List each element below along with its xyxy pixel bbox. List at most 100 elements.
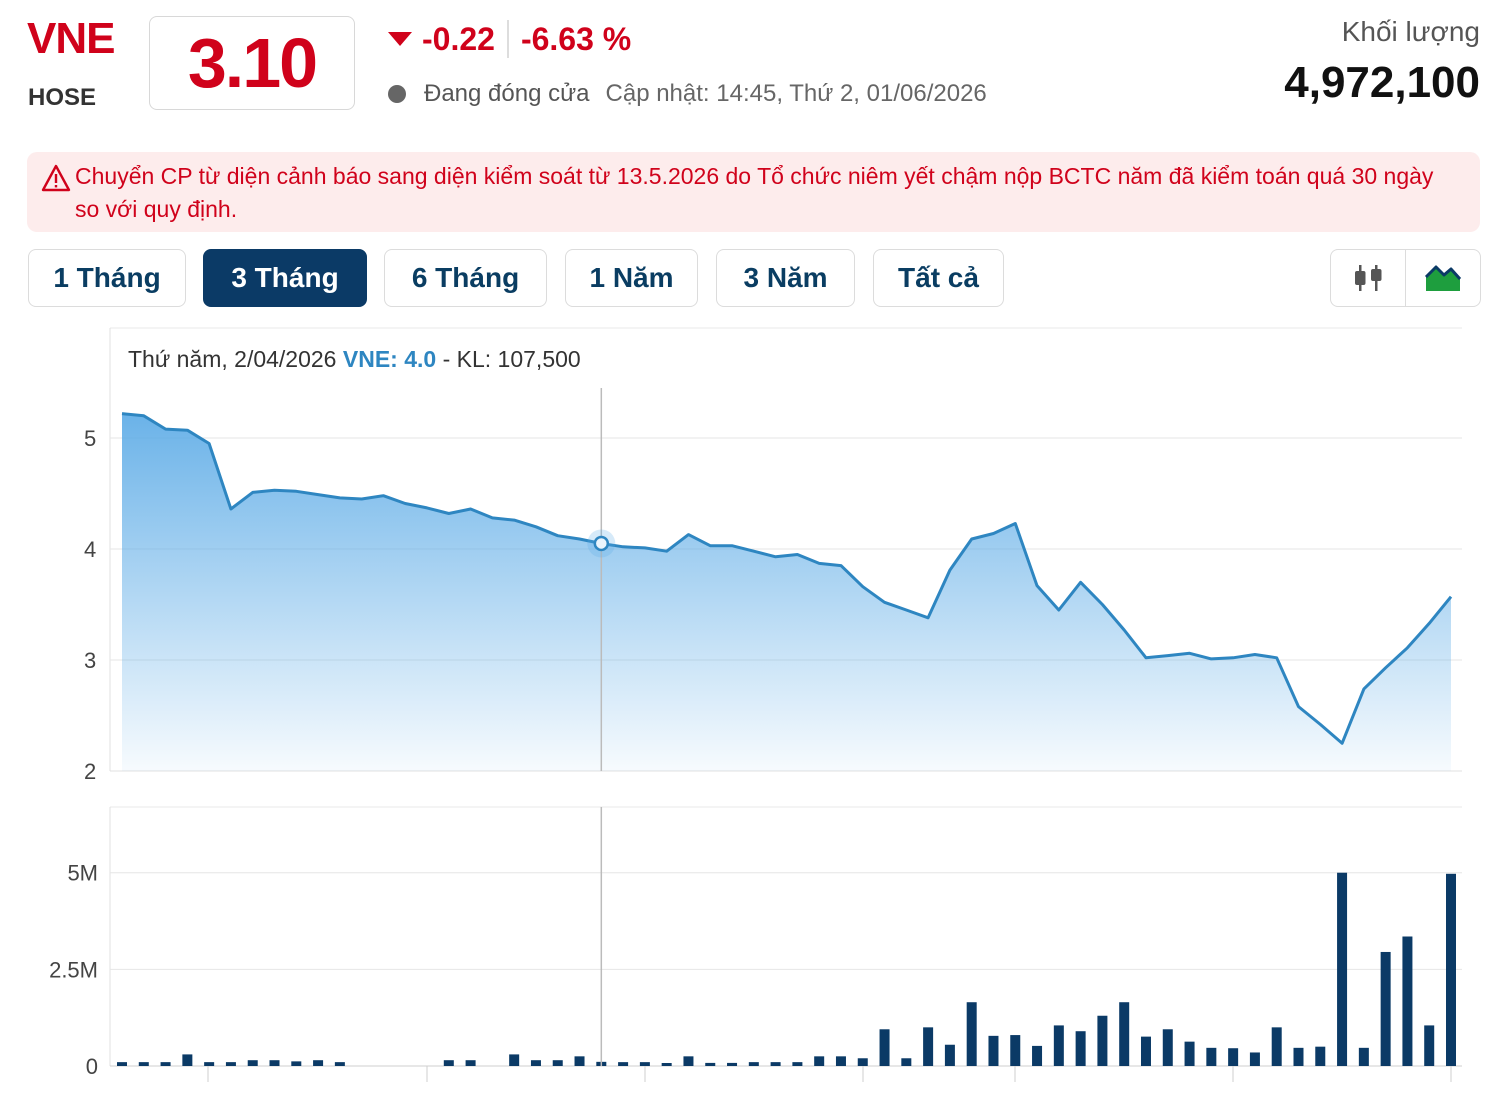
tooltip-price: VNE: 4.0 xyxy=(342,346,437,372)
volume-bar xyxy=(1228,1048,1239,1066)
volume-bar xyxy=(705,1062,716,1066)
volume-bar xyxy=(334,1062,345,1066)
volume-bar xyxy=(1380,951,1391,1066)
hover-point xyxy=(593,535,610,552)
status-dot-icon xyxy=(388,85,406,103)
volume-bar xyxy=(530,1060,541,1066)
volume-bar xyxy=(1184,1041,1195,1066)
volume-bar xyxy=(269,1060,280,1066)
y-tick-label: 2.5M xyxy=(49,957,98,982)
market-status: Đang đóng cửa xyxy=(424,80,590,107)
volume-bar xyxy=(1206,1047,1217,1066)
current-price: 3.10 xyxy=(187,24,318,102)
volume-bar xyxy=(204,1062,215,1066)
volume-bar xyxy=(1402,936,1413,1066)
volume-bar xyxy=(661,1063,672,1066)
volume-bar xyxy=(901,1058,912,1066)
volume-bar xyxy=(117,1062,127,1066)
volume-label: Khối lượng xyxy=(1341,16,1480,47)
volume-bar xyxy=(1446,873,1456,1066)
volume-bar xyxy=(552,1060,563,1066)
y-tick-label: 5M xyxy=(67,861,98,886)
tab-1-year[interactable]: 1 Năm xyxy=(565,249,698,307)
y-tick-label: 5 xyxy=(84,426,96,451)
volume-bar xyxy=(1293,1047,1304,1066)
y-tick-label: 4 xyxy=(84,537,96,562)
tab-all[interactable]: Tất cả xyxy=(873,249,1004,307)
volume-bar xyxy=(247,1060,258,1066)
volume-bar xyxy=(727,1062,738,1066)
warning-text: Chuyển CP từ diện cảnh báo sang diện kiể… xyxy=(75,163,1434,222)
tab-label: Tất cả xyxy=(898,262,979,293)
tab-label: 3 Năm xyxy=(743,262,828,293)
warning-banner: Chuyển CP từ diện cảnh báo sang diện kiể… xyxy=(27,152,1480,232)
tooltip-volume: - KL: 107,500 xyxy=(442,346,581,372)
volume-bar xyxy=(1337,872,1348,1066)
volume-bar xyxy=(509,1054,520,1066)
volume-panel xyxy=(109,806,1462,1067)
volume-bar xyxy=(966,1002,977,1066)
tab-3-years[interactable]: 3 Năm xyxy=(716,249,855,307)
tab-label: 3 Tháng xyxy=(231,262,339,293)
volume-bar xyxy=(1010,1035,1021,1066)
y-tick-label: 0 xyxy=(86,1054,98,1079)
volume-bar xyxy=(923,1027,934,1066)
volume-bar xyxy=(1075,1031,1086,1066)
price-area-fill xyxy=(122,413,1451,771)
volume-bar xyxy=(1249,1052,1260,1066)
divider xyxy=(506,20,509,58)
volume-bar xyxy=(618,1062,629,1066)
volume-bar xyxy=(1053,1025,1064,1066)
volume-bar xyxy=(443,1060,454,1066)
update-time: Cập nhật: 14:45, Thứ 2, 01/06/2026 xyxy=(605,80,987,107)
warning-icon xyxy=(41,164,71,201)
volume-bar xyxy=(1424,1025,1435,1066)
price-box: 3.10 xyxy=(149,16,355,110)
volume-value: 4,972,100 xyxy=(1284,58,1480,107)
volume-bar xyxy=(1315,1046,1326,1066)
volume-bar xyxy=(465,1060,476,1066)
volume-bar xyxy=(1140,1036,1151,1066)
volume-bar xyxy=(313,1060,324,1066)
volume-bar xyxy=(857,1058,868,1066)
tab-1-month[interactable]: 1 Tháng xyxy=(28,249,186,307)
area-chart-icon[interactable] xyxy=(1405,250,1480,306)
down-arrow-icon xyxy=(388,32,412,46)
tooltip-date: Thứ năm, 2/04/2026 xyxy=(128,346,337,372)
volume-bar xyxy=(770,1062,781,1066)
volume-bar xyxy=(748,1062,759,1066)
tab-label: 6 Tháng xyxy=(411,262,520,293)
volume-bar xyxy=(574,1056,585,1066)
candlestick-chart-icon[interactable] xyxy=(1331,250,1405,306)
volume-bar xyxy=(683,1056,694,1066)
tab-6-months[interactable]: 6 Tháng xyxy=(384,249,547,307)
chart-tooltip: Thứ năm, 2/04/2026 VNE: 4.0 - KL: 107,50… xyxy=(128,346,581,373)
volume-bar xyxy=(160,1062,171,1066)
tab-label: 1 Năm xyxy=(589,262,674,293)
volume-bar xyxy=(1162,1029,1173,1066)
volume-bar xyxy=(792,1062,803,1066)
price-change-row: -0.22 -6.63 % xyxy=(388,20,631,58)
volume-bar xyxy=(835,1056,846,1066)
volume-bar xyxy=(639,1062,650,1066)
chart-type-toggle xyxy=(1330,249,1481,307)
volume-bar xyxy=(1119,1002,1130,1066)
price-line xyxy=(121,412,1453,745)
price-volume-chart[interactable]: 5 4 3 2 5M 2.5M 0 xyxy=(0,320,1508,1096)
volume-bar xyxy=(814,1056,825,1066)
volume-bar xyxy=(879,1029,890,1066)
volume-bar xyxy=(1358,1047,1369,1066)
tab-3-months[interactable]: 3 Tháng xyxy=(203,249,367,307)
volume-bar xyxy=(944,1044,955,1066)
volume-bar xyxy=(138,1062,149,1066)
volume-bar xyxy=(291,1061,302,1066)
price-change: -0.22 xyxy=(422,20,495,57)
volume-bar xyxy=(1032,1045,1043,1066)
exchange-name: HOSE xyxy=(28,84,97,111)
market-status-row: Đang đóng cửa Cập nhật: 14:45, Thứ 2, 01… xyxy=(388,80,987,108)
volume-bar xyxy=(988,1035,999,1066)
tab-label: 1 Tháng xyxy=(53,262,161,293)
y-tick-label: 3 xyxy=(84,648,96,673)
ticker-symbol: VNE xyxy=(27,14,115,63)
volume-bar xyxy=(182,1054,193,1066)
